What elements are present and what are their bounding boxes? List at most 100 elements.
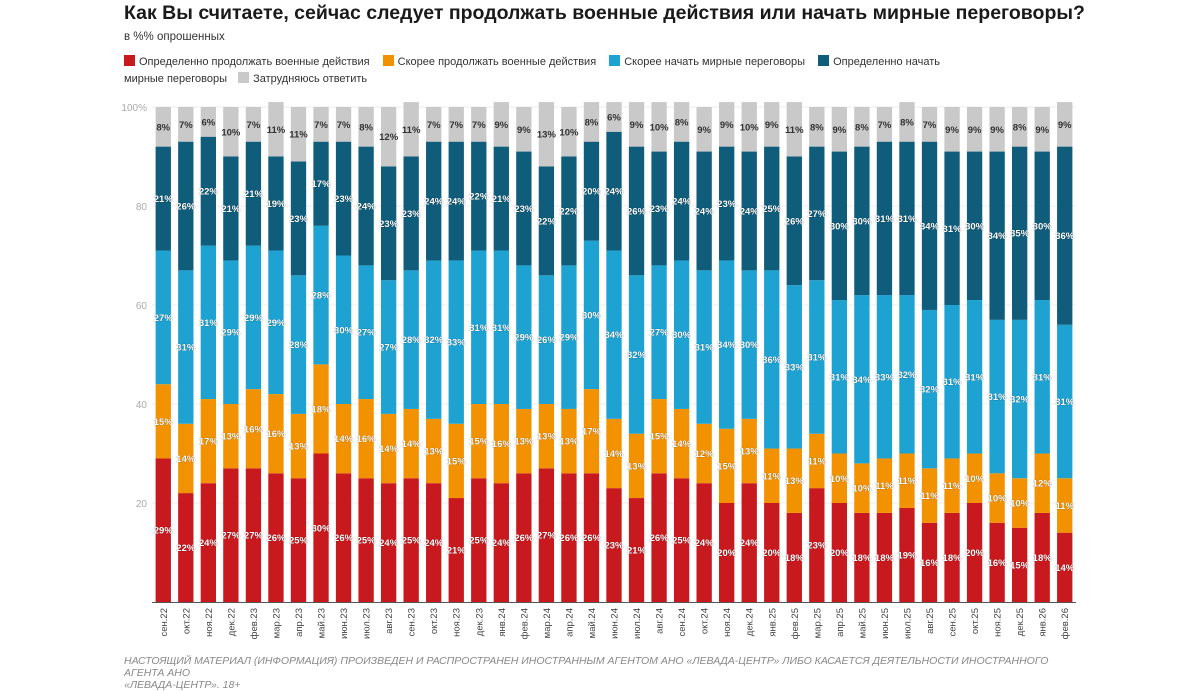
data-label: 9%: [945, 125, 959, 136]
data-label: 31%: [176, 343, 196, 354]
bar-segment: [403, 478, 419, 602]
bar-segment: [471, 404, 487, 479]
bar-segment: [809, 146, 825, 281]
bar-segment: [448, 498, 464, 602]
bar-segment: [290, 107, 307, 162]
bar-segment: [1057, 102, 1073, 147]
data-label: 25%: [289, 536, 309, 547]
x-tick-label: апр.23: [294, 608, 305, 637]
bar-segment: [493, 250, 509, 404]
x-tick-label: фев.23: [249, 608, 260, 639]
data-label: 11%: [808, 456, 827, 467]
x-tick-label: сен.23: [407, 608, 418, 637]
bar-segment: [313, 364, 329, 454]
data-label: 24%: [447, 197, 467, 208]
bar-segment: [809, 488, 825, 602]
bar-segment: [200, 136, 217, 246]
data-label: 11%: [920, 491, 939, 502]
data-label: 13%: [785, 476, 805, 487]
data-label: 9%: [1058, 120, 1072, 131]
bar-segment: [651, 473, 667, 602]
data-label: 16%: [244, 424, 264, 435]
bar-segment: [380, 280, 397, 414]
bar-segment: [831, 107, 848, 152]
bar-segment: [223, 260, 239, 404]
bar-segment: [1034, 453, 1050, 513]
x-tick-label: дек.25: [1015, 608, 1026, 636]
bar-segment: [583, 141, 600, 241]
data-label: 15%: [447, 456, 467, 467]
data-label: 18%: [875, 553, 895, 564]
bar-segment: [426, 260, 442, 419]
bar-segment: [673, 260, 690, 409]
bar-segment: [583, 240, 600, 390]
data-label: 22%: [559, 206, 579, 217]
x-tick-label: окт.25: [970, 608, 981, 634]
bar-segment: [200, 399, 217, 484]
x-tick-label: авг.23: [384, 608, 395, 634]
data-label: 23%: [379, 219, 399, 230]
x-tick-label: фев.26: [1060, 608, 1071, 639]
data-label: 24%: [740, 206, 760, 217]
bar-segment: [786, 285, 802, 449]
legend-item: Затрудняюсь ответить: [238, 71, 367, 88]
bar-segment: [809, 107, 825, 147]
data-label: 12%: [695, 449, 715, 460]
legend-swatch: [818, 55, 830, 66]
bar-segment: [1034, 512, 1050, 602]
bar-segment: [335, 141, 352, 256]
bar-segment: [200, 483, 217, 602]
bar-segment: [268, 473, 284, 602]
data-label: 8%: [359, 122, 373, 133]
data-label: 17%: [199, 437, 219, 448]
data-label: 30%: [852, 216, 872, 227]
bar-segment: [854, 463, 870, 513]
data-label: 23%: [334, 194, 354, 205]
bar-segment: [966, 453, 983, 503]
bar-segment: [786, 512, 802, 602]
data-label: 6%: [201, 117, 215, 128]
bar-segment: [606, 102, 622, 132]
bar-segment: [155, 250, 171, 385]
data-label: 8%: [1013, 122, 1027, 133]
bar-segment: [1034, 107, 1050, 152]
data-label: 31%: [199, 318, 219, 329]
bar-segment: [155, 146, 171, 251]
x-tick-label: янв.25: [767, 608, 778, 637]
data-label: 11%: [267, 125, 286, 136]
bar-segment: [944, 107, 960, 152]
data-label: 21%: [221, 204, 241, 215]
x-tick-label: авг.25: [925, 608, 936, 634]
legend-item: Скорее начать мирные переговоры: [609, 54, 805, 71]
bar-segment: [741, 102, 757, 152]
bar-segment: [673, 141, 690, 261]
data-label: 31%: [807, 352, 827, 363]
bar-segment: [403, 270, 419, 409]
data-label: 9%: [968, 125, 982, 136]
bar-segment: [628, 102, 645, 147]
bar-segment: [673, 478, 690, 602]
bar-segment: [899, 141, 915, 296]
bar-segment: [380, 166, 397, 281]
bar-segment: [899, 453, 915, 508]
data-label: 31%: [988, 392, 1008, 403]
data-label: 31%: [830, 372, 850, 383]
data-label: 18%: [312, 404, 332, 415]
bar-segment: [921, 309, 938, 469]
data-label: 32%: [1010, 395, 1030, 406]
x-tick-label: дек.22: [226, 608, 237, 636]
data-label: 16%: [266, 429, 286, 440]
data-label: 26%: [650, 533, 670, 544]
data-label: 30%: [1033, 221, 1053, 232]
bar-segment: [1011, 107, 1028, 147]
data-label: 36%: [1055, 231, 1075, 242]
bar-segment: [561, 107, 577, 157]
data-label: 22%: [537, 216, 557, 227]
data-label: 8%: [855, 122, 869, 133]
bar-segment: [471, 250, 487, 404]
x-tick-label: сен.24: [677, 608, 688, 637]
bar-segment: [178, 493, 194, 602]
data-label: 16%: [357, 434, 377, 445]
data-label: 7%: [314, 120, 328, 131]
data-label: 18%: [943, 553, 963, 564]
